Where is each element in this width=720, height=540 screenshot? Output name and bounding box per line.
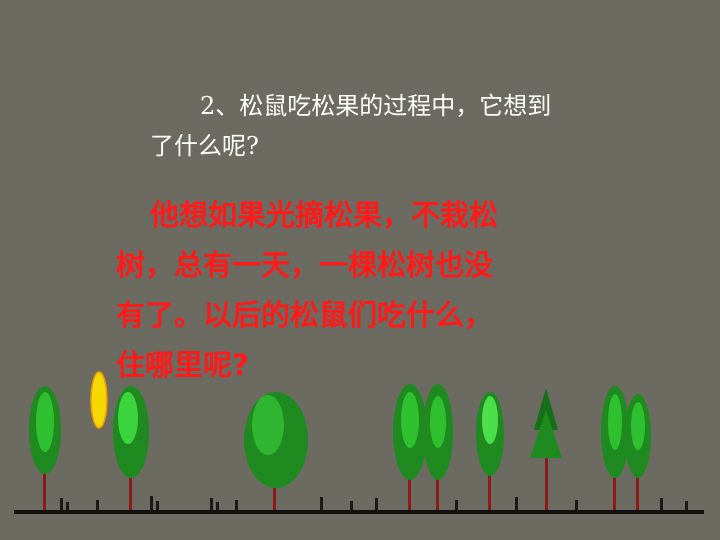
tree-9 — [625, 394, 651, 510]
tree-1 — [29, 386, 61, 510]
tree-5 — [423, 384, 453, 510]
ground — [14, 510, 704, 514]
tree-6 — [476, 392, 504, 510]
grass — [60, 496, 688, 510]
tree-3 — [244, 392, 308, 510]
tree-8 — [601, 386, 629, 510]
tree-4 — [393, 384, 427, 510]
answer-line-3: 有了。以后的松鼠们吃什么， — [116, 298, 494, 332]
question-text: 2、松鼠吃松果的过程中，它想到 了什么呢? — [150, 86, 650, 166]
answer-line-4: 住哪里呢? — [116, 348, 249, 382]
question-line-2: 了什么呢? — [150, 132, 259, 160]
forest-illustration — [14, 371, 704, 514]
tree-2 — [113, 386, 149, 510]
sun-icon — [90, 371, 108, 429]
tree-7 — [530, 388, 562, 510]
answer-line-2: 树，总有一天，一棵松树也没 — [116, 248, 494, 282]
answer-line-1: 他想如果光摘松果，不栽松 — [150, 198, 499, 232]
answer-text: 他想如果光摘松果，不栽松 树，总有一天，一棵松树也没 有了。以后的松鼠们吃什么，… — [116, 190, 606, 390]
question-line-1: 2、松鼠吃松果的过程中，它想到 — [200, 92, 552, 120]
